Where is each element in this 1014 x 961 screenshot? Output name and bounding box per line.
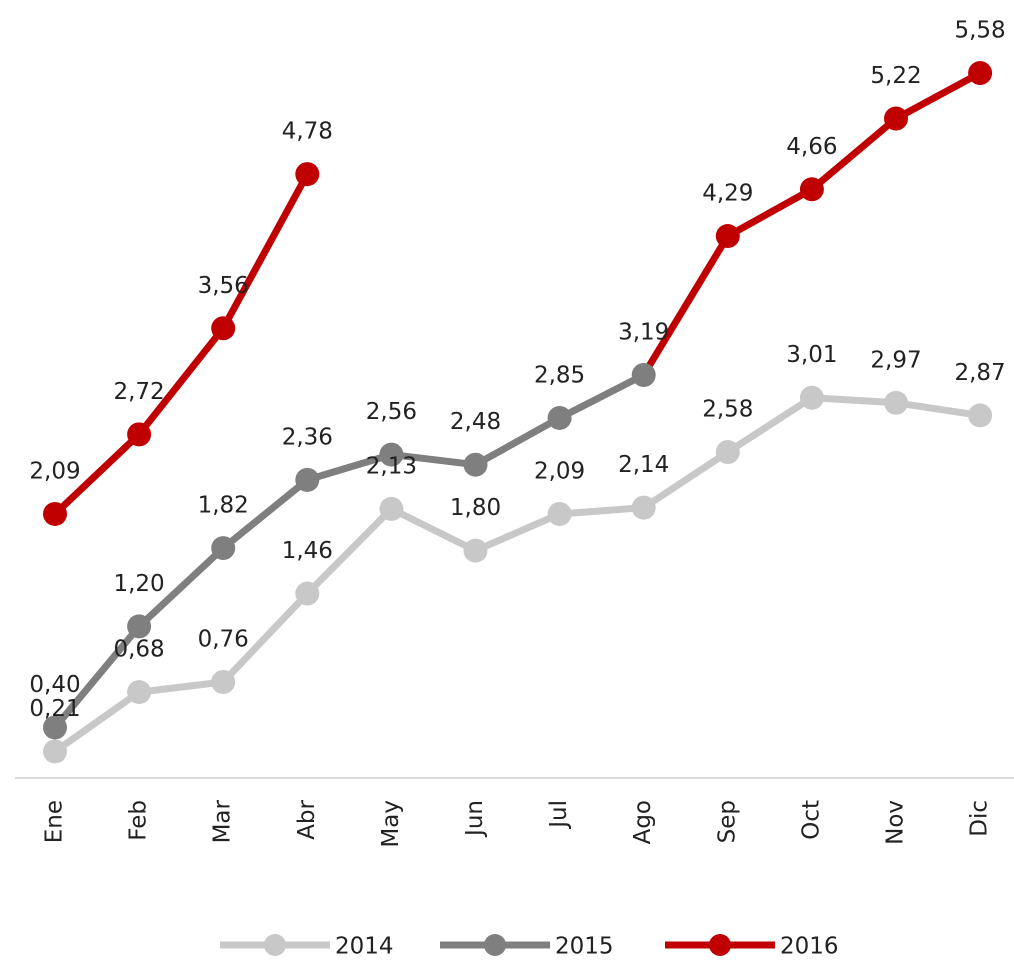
legend-marker: [709, 934, 731, 956]
data-point: [43, 501, 67, 526]
series-line: [52, 394, 981, 755]
x-tick-label: Sep: [714, 800, 740, 843]
data-label: 1,20: [113, 571, 164, 597]
data-label: 2,87: [954, 360, 1005, 386]
data-point: [547, 405, 572, 430]
x-tick-label: Ago: [630, 800, 656, 844]
data-point: [547, 501, 572, 526]
data-label: 2,58: [702, 397, 753, 423]
data-point: [631, 362, 656, 387]
data-label: 2,09: [534, 458, 585, 484]
data-point: [211, 536, 236, 561]
data-point: [799, 385, 824, 410]
series-line: [52, 371, 646, 730]
data-label: 2,36: [282, 424, 333, 450]
data-point: [295, 581, 320, 606]
data-point: [799, 177, 824, 202]
data-label: 0,21: [29, 696, 80, 722]
legend-marker: [484, 934, 506, 956]
data-label: 3,19: [618, 319, 669, 345]
x-tick-label: Feb: [126, 800, 152, 841]
x-tick-label: Oct: [798, 800, 824, 840]
legend-marker: [264, 934, 286, 956]
x-tick-label: May: [378, 800, 404, 848]
data-label: 5,58: [954, 18, 1005, 44]
data-point: [127, 614, 152, 639]
data-label: 0,68: [113, 637, 164, 663]
data-point: [295, 467, 320, 492]
data-label: 2,13: [366, 453, 417, 479]
data-point: [211, 316, 236, 341]
data-point: [631, 495, 656, 520]
data-label: 1,82: [198, 493, 249, 519]
data-label: 3,56: [198, 273, 249, 299]
data-label: 4,66: [786, 134, 837, 160]
data-point: [715, 440, 740, 465]
data-label: 0,76: [198, 626, 249, 652]
legend-label: 2016: [780, 934, 839, 960]
data-point: [968, 403, 993, 428]
data-label: 2,72: [113, 379, 164, 405]
data-point: [884, 106, 908, 131]
data-point: [463, 452, 488, 477]
data-label: 2,14: [618, 452, 669, 478]
series-line: [640, 69, 982, 377]
data-point: [127, 680, 152, 705]
data-point: [884, 390, 908, 415]
data-point: [43, 715, 67, 740]
legend-label: 2015: [555, 934, 614, 960]
data-label: 3,01: [786, 342, 837, 368]
data-label: 2,48: [450, 409, 501, 435]
data-label: 5,22: [870, 63, 921, 89]
series-line: [52, 172, 311, 517]
data-point: [43, 739, 67, 764]
data-point: [379, 442, 404, 467]
data-point: [211, 669, 236, 694]
data-label: 2,85: [534, 362, 585, 388]
data-point: [379, 496, 404, 521]
x-tick-label: Mar: [210, 799, 236, 843]
data-label: 2,56: [366, 399, 417, 425]
data-label: 2,09: [29, 458, 80, 484]
x-tick-label: Jul: [546, 800, 572, 830]
x-tick-label: Nov: [883, 800, 909, 845]
data-point: [715, 224, 740, 249]
x-tick-label: Dic: [967, 800, 993, 837]
data-label: 1,46: [282, 538, 333, 564]
data-label: 4,29: [702, 181, 753, 207]
data-point: [463, 538, 488, 563]
data-label: 4,78: [282, 119, 333, 145]
x-tick-label: Ene: [42, 800, 68, 843]
data-label: 0,40: [29, 672, 80, 698]
x-tick-label: Jun: [462, 800, 488, 838]
data-label: 2,97: [870, 347, 921, 373]
data-point: [127, 422, 152, 447]
data-point: [295, 162, 320, 187]
data-label: 1,80: [450, 495, 501, 521]
legend-label: 2014: [335, 934, 394, 960]
data-point: [968, 61, 993, 86]
x-tick-label: Abr: [294, 799, 320, 839]
